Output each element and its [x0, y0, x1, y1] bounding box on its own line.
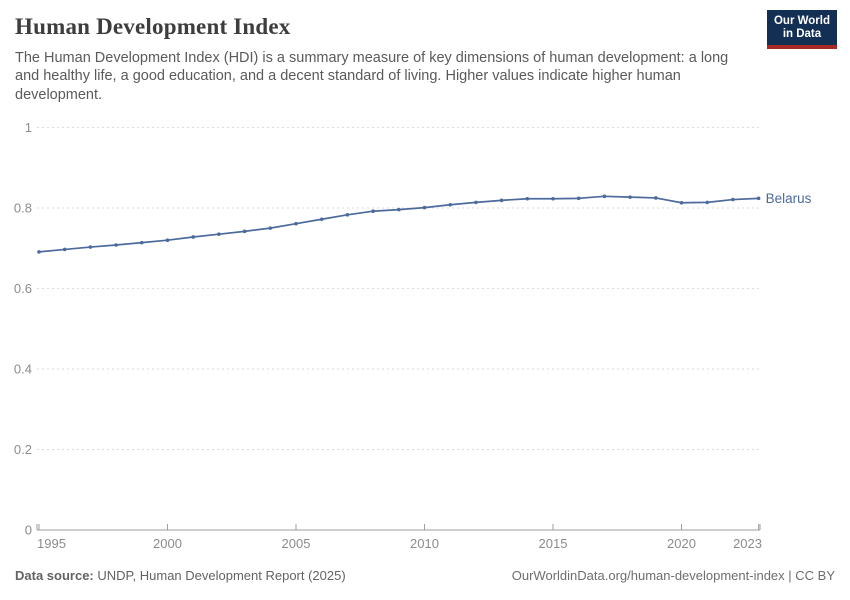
- data-point[interactable]: [345, 213, 350, 217]
- x-tick-label: 1995: [37, 536, 66, 551]
- data-point[interactable]: [37, 250, 41, 254]
- data-point[interactable]: [88, 245, 93, 249]
- data-point[interactable]: [294, 221, 298, 226]
- data-source: Data source: UNDP, Human Development Rep…: [15, 568, 346, 583]
- x-tick-label: 2000: [153, 536, 182, 551]
- data-point[interactable]: [731, 197, 735, 202]
- data-point[interactable]: [448, 202, 453, 207]
- data-point[interactable]: [679, 200, 684, 205]
- x-tick-label: 2015: [539, 536, 568, 551]
- data-point[interactable]: [371, 209, 375, 214]
- x-tick-label: 2005: [282, 536, 311, 551]
- data-point[interactable]: [268, 226, 273, 230]
- data-point[interactable]: [654, 196, 658, 200]
- data-point[interactable]: [62, 247, 67, 252]
- chart-header: Human Development Index The Human Develo…: [15, 14, 835, 104]
- series-end-label[interactable]: Belarus: [766, 191, 812, 206]
- data-point[interactable]: [114, 243, 118, 247]
- data-point[interactable]: [217, 232, 221, 236]
- x-tick-label: 2023: [733, 536, 762, 551]
- data-point[interactable]: [551, 196, 555, 201]
- owid-logo-line1: Our World: [773, 15, 830, 27]
- data-point[interactable]: [422, 205, 427, 210]
- x-tick-label: 2010: [410, 536, 439, 551]
- y-tick-label: 1: [25, 120, 32, 135]
- owid-logo-line2: in Data: [782, 28, 822, 40]
- page-title: Human Development Index: [15, 14, 291, 39]
- data-point[interactable]: [319, 217, 324, 222]
- data-point[interactable]: [140, 240, 144, 245]
- data-point[interactable]: [499, 198, 504, 203]
- data-point[interactable]: [628, 195, 632, 199]
- data-point[interactable]: [165, 238, 170, 242]
- y-tick-label: 0.8: [14, 201, 32, 216]
- owid-logo[interactable]: Our World in Data: [766, 10, 837, 49]
- series-line[interactable]: [38, 195, 760, 253]
- data-point[interactable]: [474, 200, 478, 205]
- data-point[interactable]: [602, 194, 607, 199]
- data-point[interactable]: [397, 207, 401, 212]
- chart-footer: Data source: UNDP, Human Development Rep…: [15, 568, 835, 583]
- data-point[interactable]: [242, 229, 247, 234]
- y-tick-label: 0.6: [14, 281, 32, 296]
- x-tick-label: 2020: [667, 536, 696, 551]
- data-point[interactable]: [705, 200, 709, 205]
- data-point[interactable]: [576, 196, 581, 201]
- data-point[interactable]: [525, 196, 530, 201]
- data-point[interactable]: [756, 196, 761, 201]
- y-tick-label: 0.2: [14, 442, 32, 457]
- line-chart: 0 0.2 0.4 0.6 0.8 1 1995 2000 2005 2010 2015 2020 20…: [0, 110, 850, 560]
- chart-canvas: 0 0.2 0.4 0.6 0.8 1 1995 2000 2005 2010 2015 2020 20…: [14, 120, 812, 551]
- chart-subtitle: The Human Development Index (HDI) is a s…: [15, 50, 729, 103]
- citation-link[interactable]: OurWorldinData.org/human-development-ind…: [511, 568, 835, 583]
- data-source-text: UNDP, Human Development Report (2025): [93, 568, 346, 583]
- y-tick-label: 0: [25, 523, 32, 538]
- data-point[interactable]: [191, 235, 195, 239]
- data-source-label: Data source:: [15, 568, 94, 583]
- y-tick-label: 0.4: [14, 362, 32, 377]
